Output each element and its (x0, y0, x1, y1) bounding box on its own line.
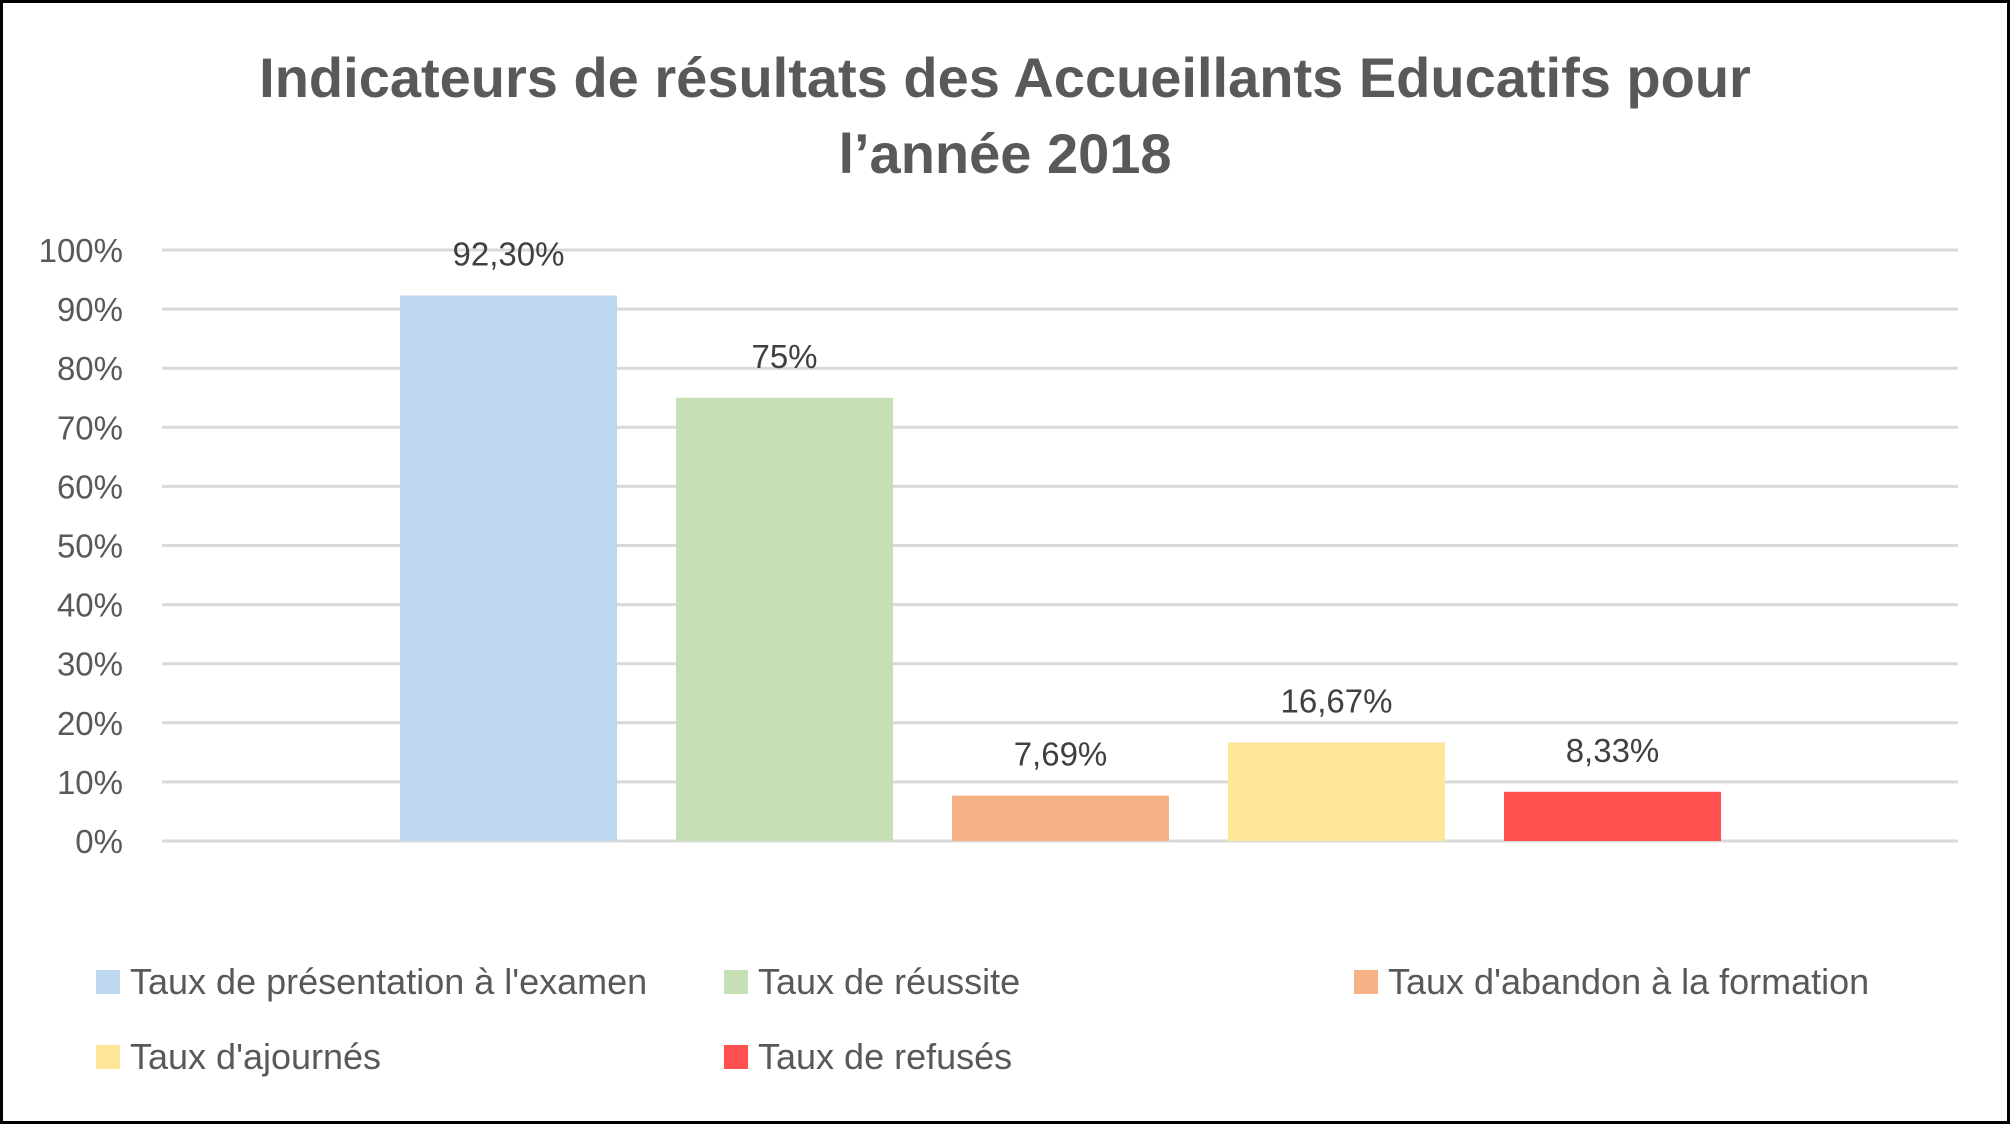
y-tick-label: 90% (57, 291, 123, 328)
y-tick-label: 60% (57, 468, 123, 505)
bar (1504, 791, 1721, 841)
y-tick-label: 20% (57, 705, 123, 742)
y-tick-label: 70% (57, 409, 123, 446)
legend-swatch (724, 1045, 748, 1069)
chart-title-line-2: l’année 2018 (838, 122, 1172, 185)
y-tick-label: 80% (57, 350, 123, 387)
legend-label: Taux de refusés (758, 1036, 1013, 1077)
chart-title: Indicateurs de résultats des Accueillant… (0, 40, 2010, 192)
legend-item: Taux de réussite (724, 961, 1020, 1003)
chart-title-line-1: Indicateurs de résultats des Accueillant… (259, 46, 1751, 109)
legend-swatch (724, 970, 748, 994)
legend-item: Taux d'abandon à la formation (1354, 961, 1869, 1003)
y-tick-label: 100% (39, 232, 123, 269)
legend-label: Taux d'abandon à la formation (1388, 961, 1870, 1002)
y-tick-label: 40% (57, 587, 123, 624)
y-tick-label: 50% (57, 528, 123, 565)
legend-item: Taux d'ajournés (96, 1036, 381, 1078)
bar (676, 397, 893, 841)
bar (1228, 742, 1445, 841)
legend-label: Taux de réussite (758, 961, 1021, 1002)
y-tick-label: 0% (75, 823, 123, 860)
legend-item: Taux de refusés (724, 1036, 1012, 1078)
y-tick-label: 30% (57, 646, 123, 683)
y-tick-label: 10% (57, 764, 123, 801)
data-label: 7,69% (1014, 736, 1108, 773)
bar (400, 295, 617, 842)
legend-label: Taux d'ajournés (130, 1036, 382, 1077)
legend-swatch (96, 970, 120, 994)
bar (952, 795, 1169, 841)
legend-swatch (96, 1045, 120, 1069)
data-label: 75% (751, 338, 817, 375)
legend-label: Taux de présentation à l'examen (130, 961, 648, 1002)
data-label: 16,67% (1281, 682, 1393, 719)
data-label: 92,30% (453, 236, 565, 273)
legend-swatch (1354, 970, 1378, 994)
data-label: 8,33% (1566, 732, 1660, 769)
legend-item: Taux de présentation à l'examen (96, 961, 647, 1003)
